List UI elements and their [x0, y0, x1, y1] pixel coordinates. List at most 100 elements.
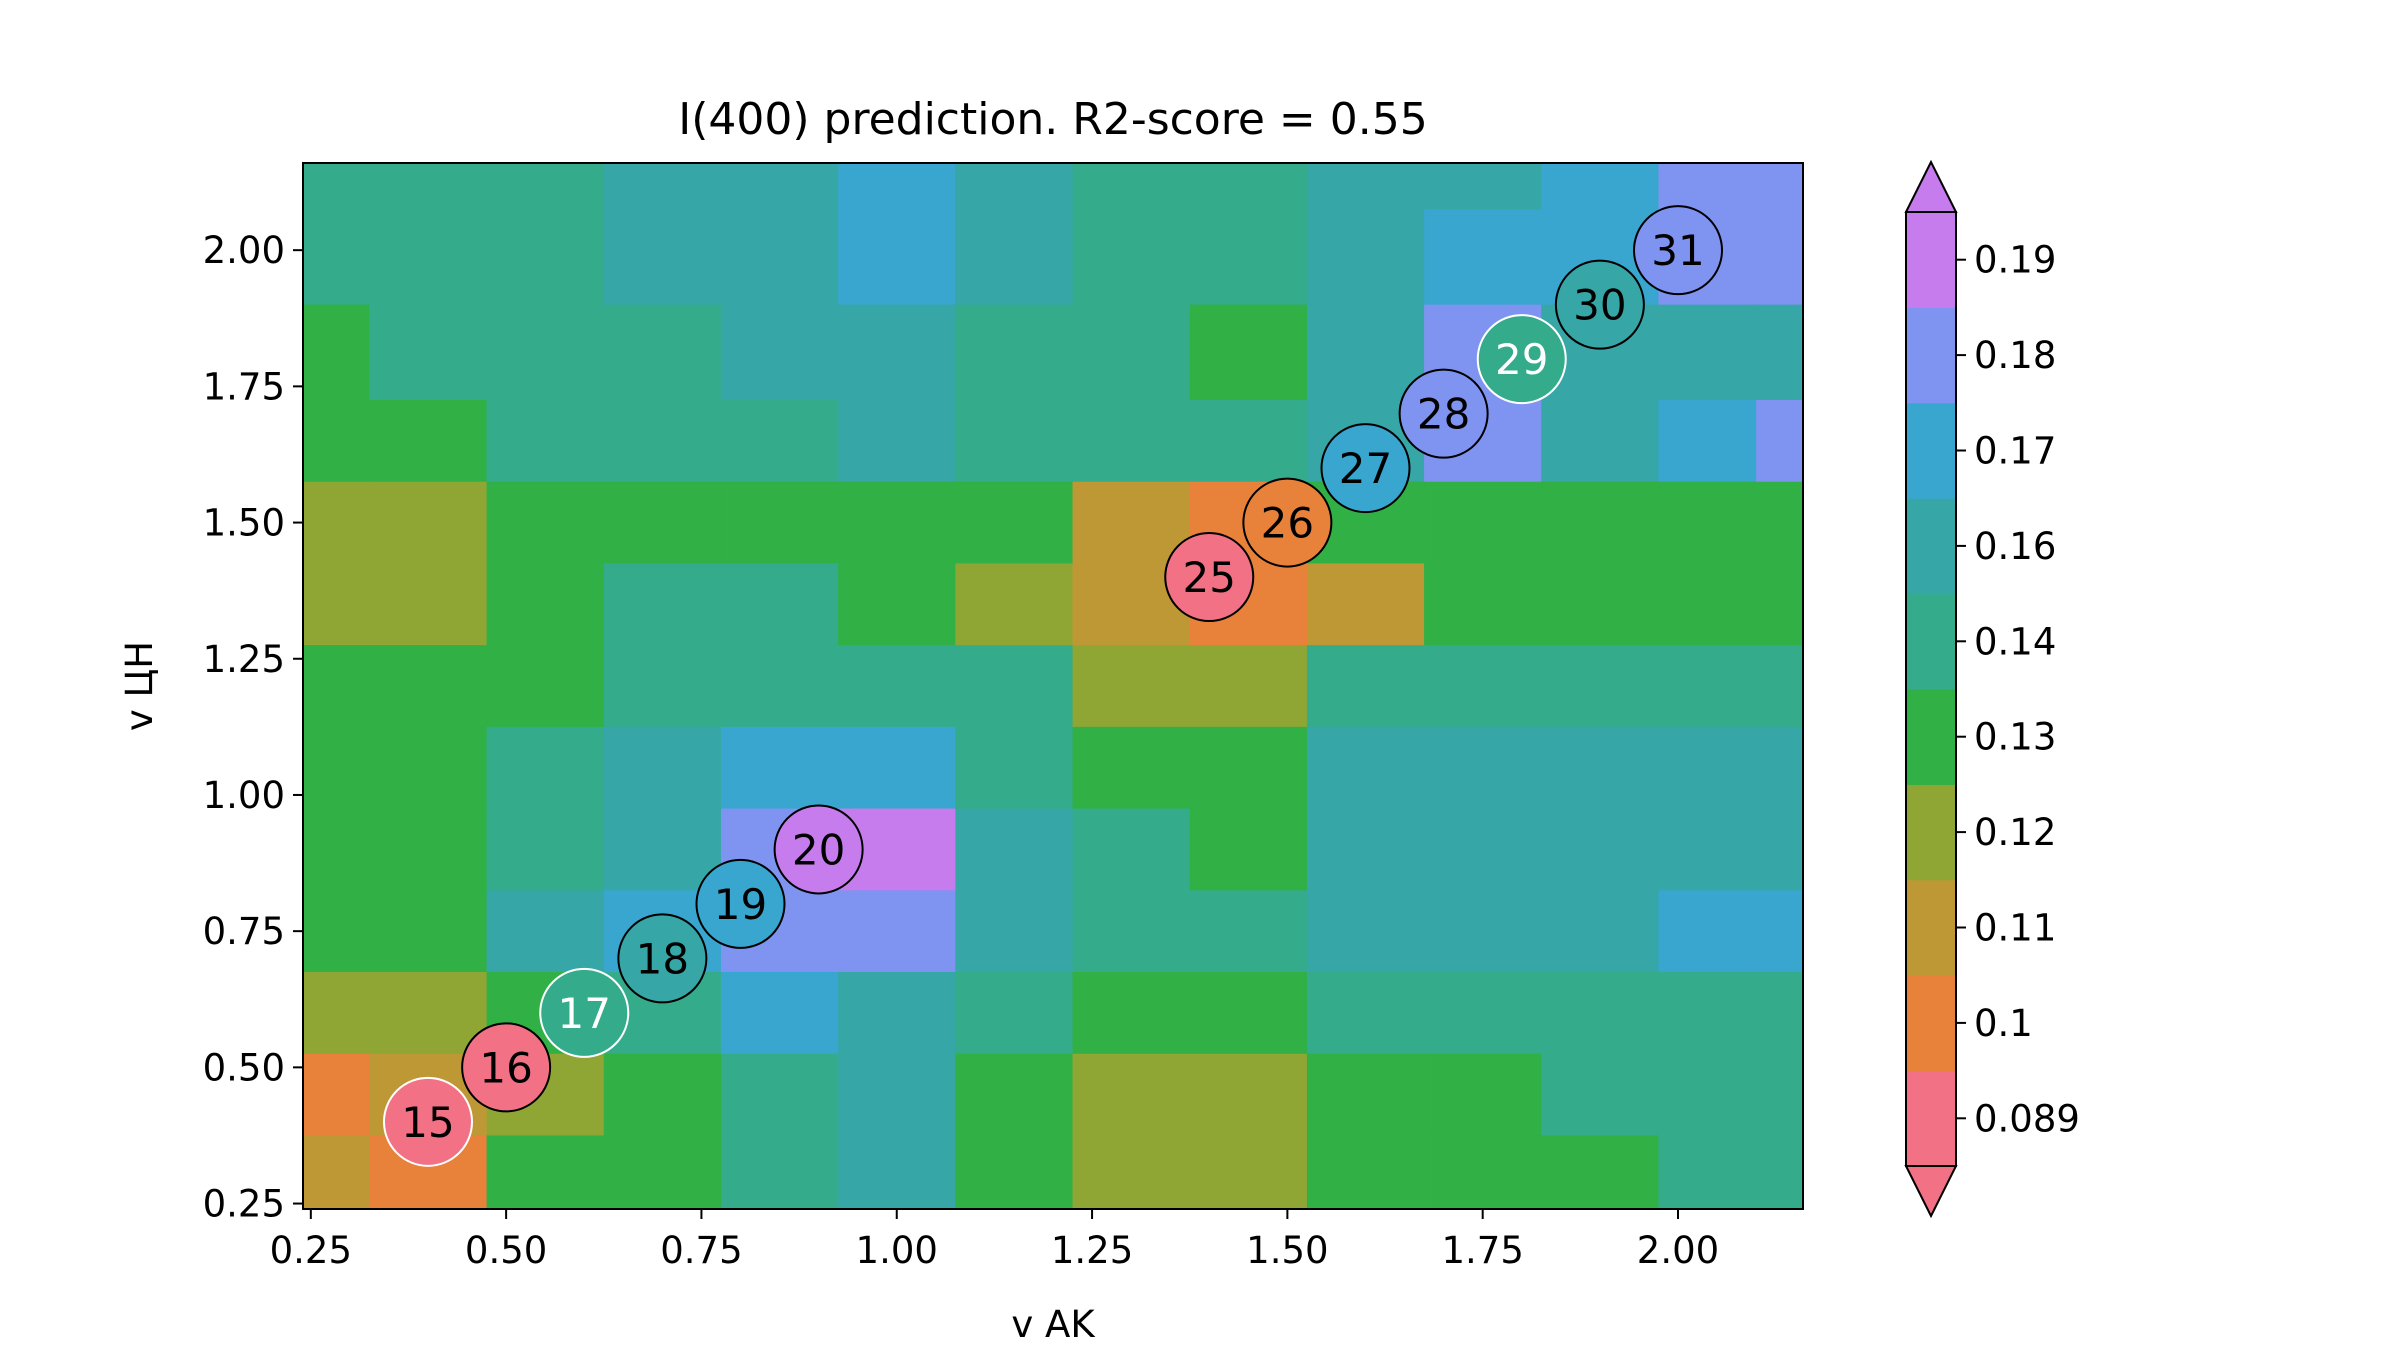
heatmap-cell	[303, 209, 371, 306]
heatmap-cell	[1756, 481, 1803, 565]
heatmap-cell	[303, 645, 371, 728]
heatmap-cell	[603, 1053, 722, 1137]
data-point-marker	[1398, 368, 1489, 459]
heatmap-cell	[603, 563, 722, 646]
colorbar-band	[1906, 1070, 1956, 1167]
data-point-31: 31	[1633, 205, 1723, 296]
colorbar-tick-label: 0.17	[1974, 430, 2056, 473]
heatmap-cell	[1658, 726, 1757, 810]
heatmap-cell	[838, 481, 956, 565]
colorbar-band	[1906, 498, 1956, 595]
heatmap-cell	[1306, 890, 1425, 973]
data-point-marker	[1164, 532, 1255, 623]
x-tick-label: 1.75	[1441, 1229, 1523, 1272]
heatmap-cell	[1424, 972, 1542, 1055]
heatmap-cell	[1189, 726, 1308, 810]
colorbar-tick-label: 0.1	[1974, 1002, 2033, 1045]
heatmap-cell	[838, 1053, 956, 1137]
heatmap-cell	[1424, 726, 1542, 810]
heatmap-cell	[1658, 890, 1757, 973]
colorbar-tick-label: 0.089	[1974, 1097, 2080, 1140]
heatmap-cell	[1072, 163, 1191, 210]
heatmap-cell	[1072, 1053, 1191, 1137]
heatmap-cell	[1756, 1135, 1803, 1209]
data-point-18: 18	[617, 913, 708, 1004]
heatmap-cell	[1658, 399, 1757, 483]
heatmap-cell	[1072, 808, 1191, 891]
heatmap-cell	[1306, 1053, 1425, 1137]
heatmap-cell	[720, 163, 839, 210]
data-point-label: 29	[1495, 335, 1548, 384]
heatmap-cell	[1424, 890, 1542, 973]
x-tick-label: 1.25	[1051, 1229, 1133, 1272]
heatmap-cell	[838, 972, 956, 1055]
heatmap-cell	[1424, 481, 1542, 565]
data-point-27: 27	[1320, 423, 1411, 514]
heatmap-cell	[1189, 399, 1308, 483]
heatmap-cell	[1072, 481, 1191, 565]
heatmap-cell	[369, 399, 488, 483]
data-point-19: 19	[695, 858, 786, 949]
heatmap-cell	[838, 726, 956, 810]
heatmap-cell	[1306, 645, 1425, 728]
heatmap-cell	[1541, 163, 1660, 210]
heatmap-cell	[838, 563, 956, 646]
heatmap-cell	[1306, 726, 1425, 810]
heatmap-cell	[486, 209, 605, 306]
heatmap-cell	[1541, 1053, 1660, 1137]
colorbar-band	[1906, 975, 1956, 1072]
heatmap-cell	[838, 645, 956, 728]
heatmap-cell	[955, 209, 1074, 306]
heatmap-cell	[955, 645, 1074, 728]
heatmap-cell	[603, 808, 722, 891]
heatmap-cell	[1189, 209, 1308, 306]
heatmap-cell	[369, 645, 488, 728]
colorbar-band	[1906, 212, 1956, 308]
heatmap-cell	[1658, 1053, 1757, 1137]
heatmap-cell	[1306, 304, 1425, 401]
heatmap-cell	[303, 890, 371, 973]
heatmap-cell	[1756, 399, 1803, 483]
heatmap-cell	[1658, 972, 1757, 1055]
heatmap-cell	[486, 304, 605, 401]
data-point-label: 18	[636, 934, 689, 983]
heatmap-cell	[1306, 972, 1425, 1055]
heatmap-cell	[720, 481, 839, 565]
heatmap-cell	[369, 726, 488, 810]
heatmap-cell	[1756, 972, 1803, 1055]
data-point-marker	[1242, 477, 1333, 568]
heatmap-cell	[720, 1135, 839, 1209]
data-point-28: 28	[1398, 368, 1489, 459]
heatmap-cell	[486, 808, 605, 891]
heatmap-cell	[1424, 1135, 1542, 1209]
heatmap-cell	[1424, 563, 1542, 646]
chart-title: I(400) prediction. R2-score = 0.55	[678, 94, 1427, 145]
heatmap-cell	[1756, 645, 1803, 728]
y-axis-label: v ЦН	[118, 641, 161, 731]
heatmap-cell	[369, 972, 488, 1055]
heatmap-cell	[1306, 563, 1425, 646]
heatmap-cell	[1658, 304, 1757, 401]
x-axis: 0.25 0.50 0.75 1.00 1.25 1.50 1.75 2.00	[270, 1209, 1719, 1272]
heatmap-cell	[1541, 972, 1660, 1055]
heatmap-cell	[303, 808, 371, 891]
heatmap-cell	[303, 1053, 371, 1137]
heatmap-cell	[1541, 1135, 1660, 1209]
colorbar-band	[1906, 879, 1956, 976]
heatmap-cell	[303, 399, 371, 483]
heatmap-cell	[1658, 163, 1757, 210]
heatmap-cell	[1189, 163, 1308, 210]
data-point-29: 29	[1476, 314, 1567, 405]
heatmap-cell	[955, 563, 1074, 646]
heatmap-cell	[486, 563, 605, 646]
heatmap-cell	[486, 399, 605, 483]
heatmap-cell	[603, 1135, 722, 1209]
heatmap-cell	[1658, 481, 1757, 565]
heatmap-cell	[1658, 563, 1757, 646]
heatmap-cell	[955, 399, 1074, 483]
heatmap-cell	[486, 645, 605, 728]
heatmap-cell	[720, 645, 839, 728]
data-point-marker	[539, 967, 630, 1058]
y-tick-label: 1.00	[203, 774, 285, 817]
heatmap-cell	[838, 209, 956, 306]
